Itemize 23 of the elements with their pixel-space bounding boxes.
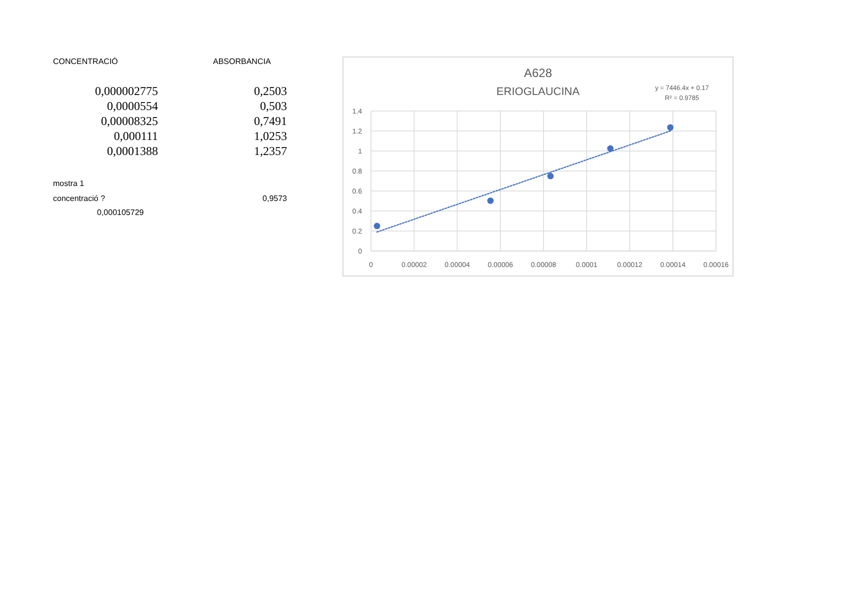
point [487, 198, 494, 204]
text: 0,0001388 [107, 144, 158, 158]
text: 1,2357 [254, 144, 287, 158]
text: 0,2503 [254, 84, 287, 98]
text: mostra 1 [53, 179, 85, 188]
text: 0,9573 [262, 194, 288, 203]
text: CONCENTRACIÓ [53, 57, 118, 66]
chart-subtitle: ERIOGLAUCINA [496, 86, 580, 98]
text: 0,00008325 [101, 114, 158, 128]
text: concentració ? [53, 194, 106, 203]
text: 0,000002775 [95, 84, 158, 98]
text: 0,0000554 [107, 99, 158, 113]
point [607, 145, 614, 152]
text: ABSORBANCIA [213, 57, 272, 66]
point [667, 124, 674, 131]
point [547, 172, 554, 180]
point [374, 222, 380, 230]
chart-title: A628 [524, 66, 552, 80]
text: 0,000111 [114, 129, 158, 143]
text: 0,000105729 [97, 208, 144, 217]
text: 0,7491 [254, 114, 287, 128]
text: 0,503 [260, 99, 287, 113]
text: 1,0253 [254, 129, 287, 143]
